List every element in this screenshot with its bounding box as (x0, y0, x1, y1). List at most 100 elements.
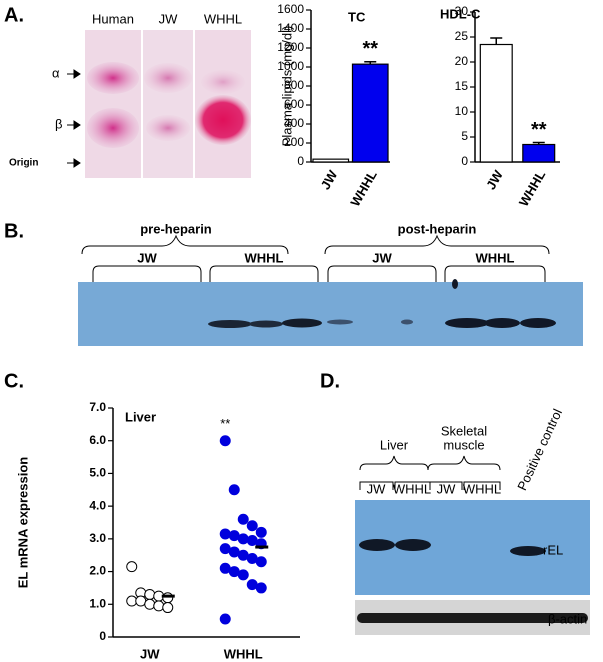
arrow (67, 120, 81, 130)
bar (351, 63, 389, 163)
point (246, 520, 258, 532)
band-label: rEL (543, 542, 563, 557)
annotation: ** (362, 38, 378, 60)
point (228, 484, 240, 496)
lane-label: JW (437, 481, 457, 496)
point (153, 600, 165, 612)
y-tick-label: 3.0 (89, 531, 106, 545)
point (246, 552, 258, 564)
y-tick-label: 4.0 (89, 498, 106, 512)
y-tick-label: 7.0 (89, 400, 106, 414)
y-tick-label: 200 (284, 135, 304, 149)
y-tick-label: 1600 (277, 2, 304, 16)
lane-label: WHHL (204, 11, 242, 26)
brackets (359, 455, 501, 490)
y-tick-label: 10 (455, 104, 469, 118)
lane-label: WHHL (245, 250, 284, 265)
blot (78, 279, 583, 346)
panel-label: D. (320, 370, 340, 392)
point (126, 561, 138, 573)
group-label: Skeletal (441, 423, 487, 438)
point (246, 579, 258, 591)
arrow (67, 69, 81, 79)
point (237, 533, 249, 545)
y-tick-label: 1200 (277, 40, 304, 54)
point (162, 592, 174, 604)
point (237, 513, 249, 525)
group-label: pre-heparin (140, 221, 212, 236)
y-tick-label: 0 (297, 154, 304, 168)
blot (355, 500, 590, 635)
point (255, 526, 267, 538)
arrow (67, 158, 81, 168)
lane-label: WHHL (463, 481, 501, 496)
point (219, 562, 231, 574)
annotation: ** (220, 416, 230, 431)
point (228, 530, 240, 542)
point (228, 546, 240, 558)
bar (312, 158, 350, 163)
y-tick-label: 1000 (277, 59, 304, 73)
annotation: ** (531, 119, 547, 141)
marker-label: β (55, 116, 62, 131)
x-tick-label: WHHL (347, 168, 380, 209)
lane-label: JW (372, 250, 392, 265)
chart-title: TC (348, 9, 366, 24)
lane-label: Human (92, 11, 134, 26)
point (219, 543, 231, 555)
y-tick-label: 800 (284, 78, 304, 92)
point (162, 602, 174, 614)
marker-label: α (52, 65, 60, 80)
point (135, 595, 147, 607)
x-tick-label: WHHL (516, 168, 549, 209)
y-tick-label: 6.0 (89, 433, 106, 447)
y-tick-label: 25 (455, 29, 469, 43)
y-tick-label: 2.0 (89, 564, 106, 578)
point (219, 528, 231, 540)
group-label: post-heparin (398, 221, 477, 236)
y-tick-label: 30 (455, 4, 469, 18)
y-tick-label: 20 (455, 54, 469, 68)
y-tick-label: 5.0 (89, 466, 106, 480)
lane-label: JW (367, 481, 387, 496)
y-tick-label: 600 (284, 97, 304, 111)
point (237, 569, 249, 581)
point (228, 566, 240, 578)
lane-label: WHHL (393, 481, 431, 496)
point (219, 613, 231, 625)
panel-label: C. (4, 370, 24, 392)
y-axis-label: EL mRNA expression (15, 457, 30, 589)
marker-label: Origin (9, 158, 38, 169)
x-tick-label: JW (483, 167, 506, 192)
x-tick-label: JW (318, 167, 341, 192)
bar (522, 143, 556, 163)
y-axis-label: Plasma lipids (mg/dl) (279, 26, 294, 147)
group-label: muscle (443, 437, 484, 452)
group-label: Liver (380, 437, 409, 452)
lane-label: JW (159, 11, 179, 26)
y-tick-label: 400 (284, 116, 304, 130)
panel-label: B. (4, 220, 24, 242)
panel-label: A. (4, 4, 24, 26)
y-tick-label: 0 (99, 629, 106, 643)
y-tick-label: 0 (461, 154, 468, 168)
point (144, 598, 156, 610)
point (255, 556, 267, 568)
band-label: β-actin (548, 611, 587, 626)
point (237, 549, 249, 561)
point (255, 582, 267, 594)
point (144, 588, 156, 600)
gel (85, 30, 251, 178)
lane-label: WHHL (476, 250, 515, 265)
y-tick-label: 1400 (277, 21, 304, 35)
lane-label: Positive control (514, 406, 565, 492)
point (219, 435, 231, 447)
y-tick-label: 1.0 (89, 596, 106, 610)
x-tick-label: JW (140, 646, 160, 661)
x-tick-label: WHHL (224, 646, 263, 661)
chart-title: Liver (125, 409, 156, 424)
brackets (81, 234, 550, 282)
y-tick-label: 15 (455, 79, 469, 93)
lane-label: JW (137, 250, 157, 265)
